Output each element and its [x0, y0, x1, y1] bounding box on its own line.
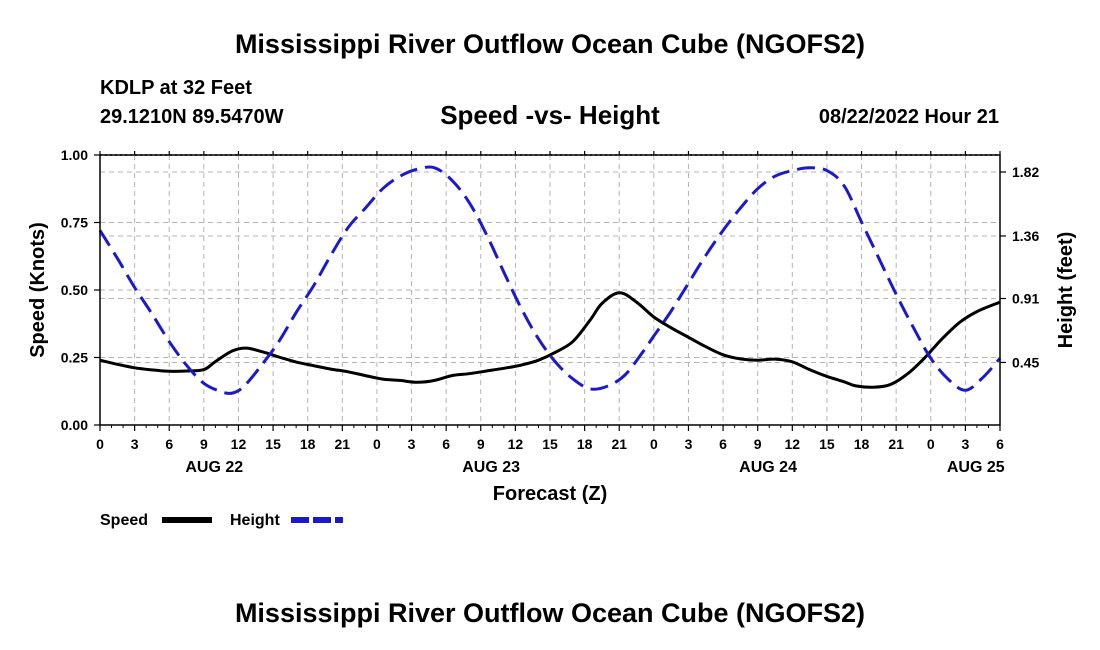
legend: Speed Height: [100, 512, 343, 529]
x-tick-label: 9: [754, 436, 762, 452]
x-tick-label: 21: [888, 436, 904, 452]
x-date-label: AUG 22: [185, 459, 243, 476]
y2-axis-label: Height (feet): [1055, 232, 1077, 349]
x-tick-label: 0: [650, 436, 658, 452]
x-tick-label: 6: [165, 436, 173, 452]
bottom-title: Mississippi River Outflow Ocean Cube (NG…: [234, 598, 866, 628]
station-label: KDLP at 32 Feet: [100, 77, 252, 99]
y-tick-label: 1.00: [61, 147, 88, 163]
chart-title: Mississippi River Outflow Ocean Cube (NG…: [234, 29, 866, 59]
y-tick-label: 0.25: [61, 350, 88, 366]
forecast-datetime: 08/22/2022 Hour 21: [818, 106, 999, 128]
x-tick-label: 15: [265, 436, 281, 452]
x-tick-label: 6: [442, 436, 450, 452]
legend-speed-label: Speed: [100, 512, 148, 529]
chart-subtitle: Speed -vs- Height: [440, 100, 660, 130]
x-axis-label: Forecast (Z): [493, 483, 607, 505]
x-tick-label: 18: [854, 436, 870, 452]
grid: [100, 154, 1000, 425]
x-tick-label: 21: [335, 436, 351, 452]
y2-tick-label: 1.36: [1012, 228, 1039, 244]
x-tick-label: 6: [996, 436, 1004, 452]
y-tick-label: 0.75: [61, 215, 88, 231]
x-tick-label: 3: [408, 436, 416, 452]
y-tick-label: 0.50: [61, 282, 88, 298]
ticks: 0 3 6 9 12 15 18 21 0 3 6 9 12 15 18 21 0 3 6 9 12 15 18 21 0 3 6 0…: [61, 147, 1040, 476]
x-date-label: AUG 23: [462, 459, 520, 476]
x-tick-label: 12: [785, 436, 801, 452]
legend-height-label: Height: [230, 512, 280, 529]
height-series-line: [98, 165, 1002, 395]
y-tick-label: 0.00: [61, 417, 88, 433]
x-tick-label: 3: [131, 436, 139, 452]
x-tick-label: 15: [819, 436, 835, 452]
x-tick-label: 15: [542, 436, 558, 452]
x-tick-label: 21: [611, 436, 627, 452]
x-tick-label: 0: [373, 436, 381, 452]
x-date-label: AUG 24: [739, 459, 797, 476]
x-tick-label: 18: [300, 436, 316, 452]
y2-tick-label: 0.45: [1012, 354, 1039, 370]
x-tick-label: 6: [719, 436, 727, 452]
series-layer: [98, 165, 1002, 395]
x-tick-label: 9: [200, 436, 208, 452]
x-tick-label: 0: [96, 436, 104, 452]
x-tick-label: 18: [577, 436, 593, 452]
y2-tick-label: 1.82: [1012, 164, 1039, 180]
x-tick-label: 9: [477, 436, 485, 452]
x-tick-label: 0: [927, 436, 935, 452]
speed-series-line: [99, 291, 1001, 389]
y-axis-label: Speed (Knots): [27, 222, 49, 358]
x-tick-label: 12: [231, 436, 247, 452]
station-coordinates: 29.1210N 89.5470W: [100, 106, 284, 128]
x-date-label: AUG 25: [947, 459, 1005, 476]
y2-tick-label: 0.91: [1012, 291, 1039, 307]
x-tick-label: 12: [508, 436, 524, 452]
x-tick-label: 3: [961, 436, 969, 452]
x-tick-label: 3: [685, 436, 693, 452]
